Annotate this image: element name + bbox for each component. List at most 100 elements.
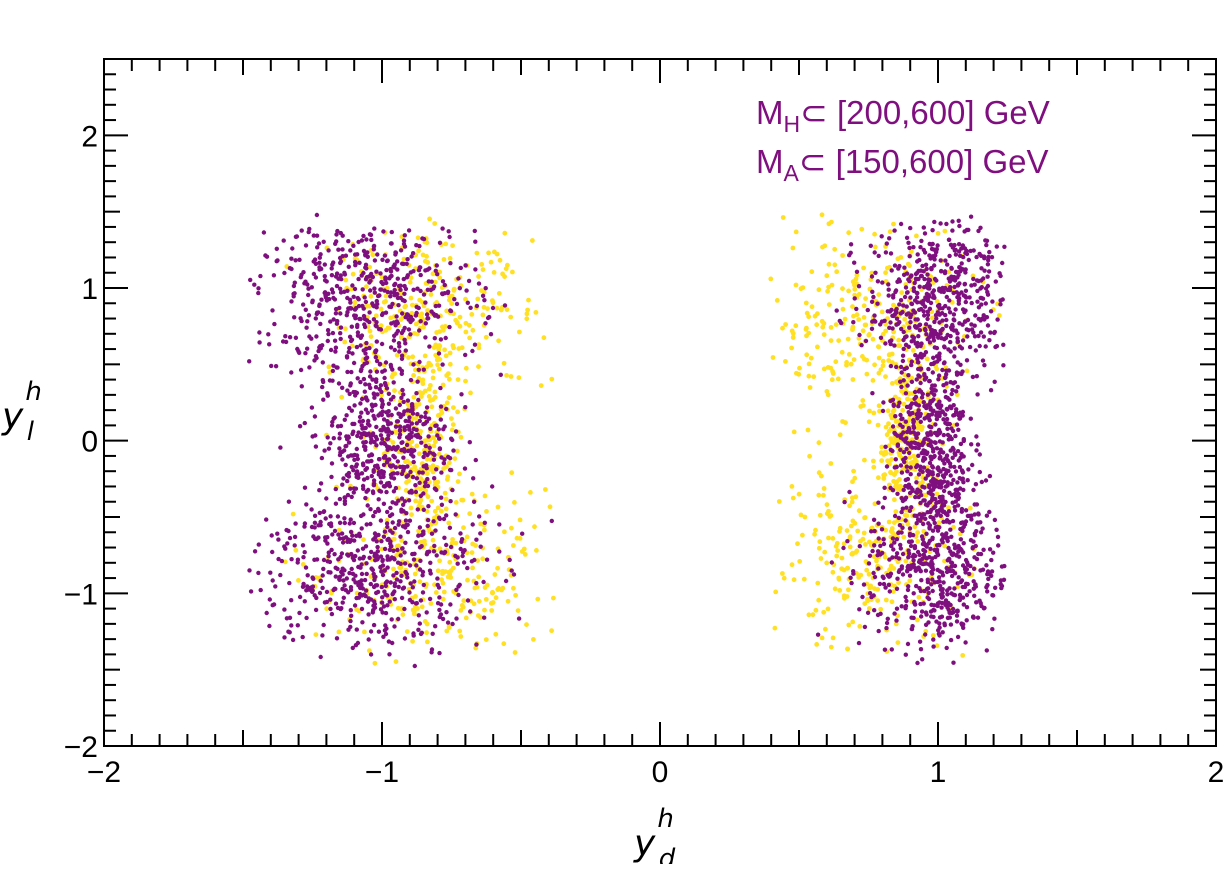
- scatter-point: [840, 286, 845, 291]
- scatter-point: [400, 311, 405, 316]
- scatter-point: [904, 342, 909, 348]
- scatter-point: [302, 599, 307, 604]
- scatter-point: [963, 299, 968, 305]
- scatter-point: [344, 413, 349, 418]
- scatter-point: [293, 258, 298, 263]
- scatter-point: [900, 416, 905, 421]
- scatter-point: [333, 345, 339, 350]
- scatter-point: [927, 424, 932, 429]
- scatter-point: [295, 623, 300, 628]
- scatter-point: [421, 367, 426, 372]
- scatter-point: [936, 484, 942, 490]
- scatter-point: [341, 536, 346, 541]
- scatter-point: [379, 600, 385, 605]
- scatter-point: [923, 350, 929, 355]
- scatter-point: [425, 308, 430, 313]
- scatter-point: [304, 502, 309, 507]
- scatter-point: [883, 328, 889, 334]
- scatter-point: [444, 464, 449, 470]
- scatter-point: [342, 417, 347, 422]
- scatter-point: [899, 496, 904, 501]
- scatter-point: [520, 531, 525, 536]
- scatter-point: [307, 365, 312, 370]
- scatter-point: [890, 326, 895, 331]
- scatter-point: [463, 405, 468, 410]
- scatter-point: [425, 483, 431, 489]
- scatter-point: [330, 368, 336, 374]
- scatter-point: [352, 256, 358, 261]
- scatter-point: [987, 509, 992, 515]
- scatter-point: [444, 406, 449, 412]
- scatter-point: [362, 324, 368, 330]
- scatter-point: [468, 390, 473, 396]
- scatter-point: [879, 444, 885, 450]
- scatter-point: [883, 341, 888, 346]
- scatter-point: [878, 606, 884, 612]
- scatter-point: [348, 248, 353, 253]
- scatter-point: [984, 563, 989, 568]
- scatter-point: [942, 543, 947, 549]
- scatter-point: [923, 632, 928, 637]
- scatter-point: [449, 467, 454, 473]
- scatter-point: [515, 608, 521, 613]
- scatter-point: [440, 279, 446, 284]
- scatter-point: [324, 279, 329, 284]
- scatter-point: [901, 401, 907, 407]
- scatter-point: [977, 452, 982, 457]
- scatter-point: [861, 315, 867, 320]
- scatter-point: [891, 221, 896, 227]
- scatter-point: [404, 261, 409, 266]
- scatter-point: [409, 421, 415, 426]
- scatter-point: [355, 252, 360, 257]
- scatter-point: [494, 305, 500, 311]
- scatter-point: [364, 466, 370, 471]
- scatter-point: [399, 471, 405, 477]
- scatter-point: [400, 586, 406, 591]
- scatter-point: [915, 487, 920, 492]
- scatter-point: [437, 515, 442, 520]
- scatter-point: [443, 241, 449, 247]
- scatter-point: [975, 392, 980, 397]
- scatter-point: [907, 578, 913, 584]
- scatter-point: [418, 476, 424, 482]
- scatter-point: [374, 539, 379, 544]
- scatter-point: [359, 526, 364, 531]
- scatter-point: [384, 280, 389, 286]
- scatter-point: [847, 544, 853, 550]
- scatter-point: [912, 513, 917, 518]
- y-tick-label: 1: [81, 273, 98, 306]
- scatter-point: [314, 355, 319, 361]
- scatter-point: [371, 483, 377, 488]
- scatter-point: [403, 303, 408, 309]
- scatter-point: [880, 550, 885, 556]
- scatter-point: [432, 482, 438, 488]
- scatter-point: [926, 366, 931, 372]
- scatter-point: [469, 312, 475, 317]
- scatter-point: [453, 540, 459, 546]
- scatter-point: [416, 367, 421, 372]
- scatter-point: [944, 381, 949, 386]
- scatter-point: [426, 394, 432, 399]
- scatter-point: [952, 412, 957, 418]
- scatter-point: [371, 513, 376, 519]
- scatter-point: [911, 430, 916, 435]
- scatter-point: [864, 567, 870, 573]
- scatter-point: [357, 414, 363, 420]
- scatter-point: [311, 233, 316, 238]
- scatter-point: [417, 480, 422, 485]
- scatter-point: [957, 592, 963, 598]
- scatter-point: [398, 579, 403, 584]
- scatter-point: [367, 555, 372, 560]
- scatter-point: [367, 319, 372, 325]
- scatter-point: [891, 478, 897, 484]
- scatter-point: [966, 257, 971, 263]
- scatter-point: [379, 274, 385, 280]
- scatter-point: [363, 265, 368, 270]
- scatter-point: [421, 531, 426, 537]
- scatter-point: [1001, 342, 1006, 347]
- scatter-point: [973, 313, 978, 318]
- scatter-point: [269, 533, 274, 538]
- scatter-point: [948, 527, 953, 532]
- scatter-point: [430, 631, 435, 636]
- scatter-point: [358, 401, 363, 406]
